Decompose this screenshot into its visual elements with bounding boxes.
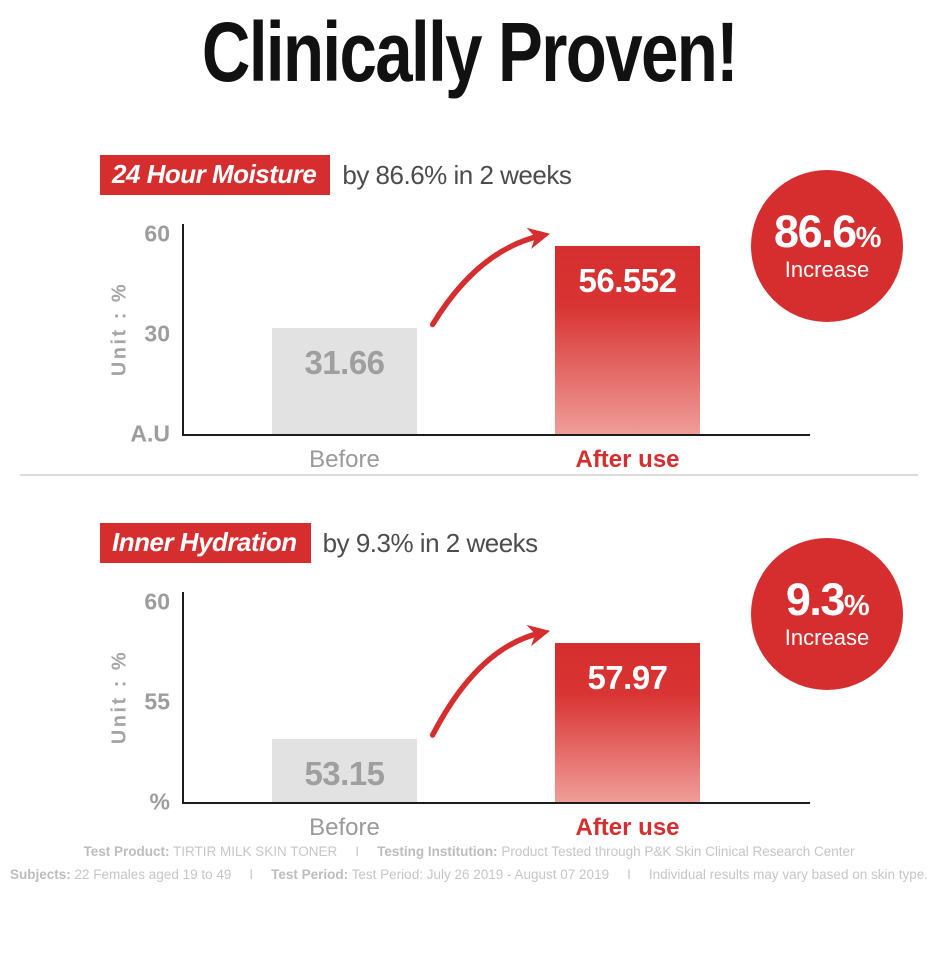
- footnote-text: 22 Females aged 19 to 49: [70, 867, 232, 882]
- chart-title-badge: 24 Hour Moisture: [100, 155, 331, 195]
- moisture-chart-section: 24 Hour Moisture by 86.6% in 2 weeks Uni…: [100, 155, 938, 473]
- increase-word: Increase: [784, 625, 870, 650]
- footnote-line-2: Subjects: 22 Females aged 19 to 49 I Test …: [0, 863, 938, 886]
- after-bar: 57.97: [555, 642, 700, 802]
- chart-header: 24 Hour Moisture by 86.6% in 2 weeks: [100, 155, 938, 195]
- y-axis-label: Unit : %: [108, 281, 131, 377]
- footnote: Test Product: TIRTIR MILK SKIN TONER I Tes…: [0, 840, 938, 886]
- y-axis-label: Unit : %: [108, 649, 131, 745]
- before-bar: 53.15: [272, 739, 417, 802]
- after-category-label: After use: [575, 446, 680, 473]
- footnote-line-1: Test Product: TIRTIR MILK SKIN TONER I Tes…: [0, 840, 938, 863]
- section-divider: [20, 474, 918, 476]
- footnote-separator: I: [249, 867, 254, 882]
- page-title-text: Clinically Proven!: [201, 5, 738, 99]
- bar-chart-plot: Unit : % 60 55 % 53.15 57.97 Before Afte…: [109, 589, 810, 841]
- after-category-label: After use: [575, 814, 680, 841]
- y-axis-tick: 55: [144, 688, 170, 715]
- footnote-text: Test Period: July 26 2019 - August 07 20…: [348, 867, 610, 882]
- hydration-chart-section: Inner Hydration by 9.3% in 2 weeks Unit …: [100, 523, 938, 841]
- before-bar-value: 53.15: [304, 755, 385, 792]
- increase-percent: 9.3%: [785, 574, 870, 625]
- page-title: Clinically Proven!: [0, 0, 938, 99]
- before-bar: 31.66: [272, 328, 417, 434]
- increase-word: Increase: [784, 257, 870, 282]
- chart-title-badge: Inner Hydration: [100, 523, 311, 563]
- footnote-label: Subjects:: [10, 867, 71, 882]
- y-axis-tick: %: [149, 788, 170, 815]
- percent-sign: %: [843, 590, 870, 622]
- before-category-label: Before: [309, 446, 380, 473]
- bar-chart-plot: Unit : % 60 30 A.U 31.66 56.552 Before A…: [109, 221, 810, 473]
- footnote-text: TIRTIR MILK SKIN TONER: [169, 844, 338, 859]
- chart-subtitle: by 86.6% in 2 weeks: [342, 159, 572, 190]
- y-axis-tick: 30: [144, 320, 170, 347]
- percent-sign: %: [855, 222, 882, 254]
- footnote-separator: I: [627, 867, 631, 882]
- footnote-text: Product Tested through P&K Skin Clinical…: [497, 844, 855, 859]
- footnote-label: Testing Institution:: [377, 844, 498, 859]
- increase-badge-circle: 9.3% Increase: [751, 538, 903, 690]
- increase-value: 86.6: [774, 206, 857, 257]
- increase-value: 9.3: [785, 574, 846, 625]
- y-axis-tick: A.U: [130, 420, 170, 447]
- chart-subtitle: by 9.3% in 2 weeks: [322, 527, 539, 558]
- footnote-label: Test Product:: [83, 844, 170, 859]
- chart-header: Inner Hydration by 9.3% in 2 weeks: [100, 523, 938, 563]
- footnote-text: Individual results may vary based on ski…: [648, 867, 928, 882]
- footnote-label: Test Period:: [271, 867, 349, 882]
- y-axis-tick: 60: [144, 220, 170, 247]
- footnote-separator: I: [355, 844, 360, 859]
- increase-badge-circle: 86.6% Increase: [751, 170, 903, 322]
- increase-percent: 86.6%: [774, 206, 882, 257]
- before-category-label: Before: [309, 814, 380, 841]
- after-bar-value: 57.97: [587, 658, 668, 696]
- after-bar: 56.552: [555, 245, 700, 434]
- after-bar-value: 56.552: [578, 261, 677, 299]
- y-axis-tick: 60: [144, 588, 170, 615]
- before-bar-value: 31.66: [304, 344, 385, 382]
